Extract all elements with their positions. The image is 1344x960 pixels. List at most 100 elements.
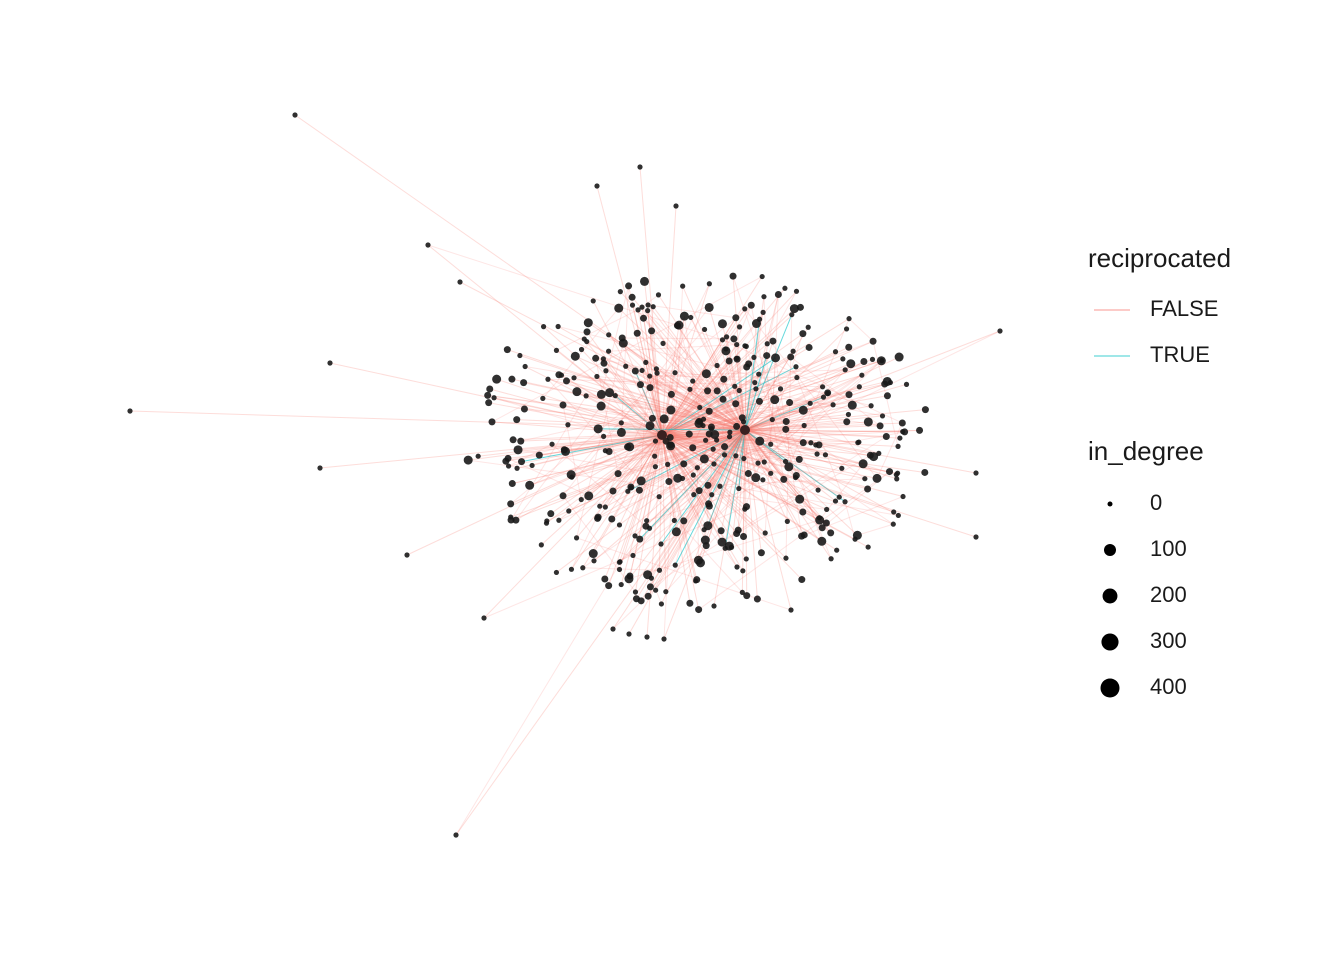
node — [898, 419, 906, 427]
edge — [605, 370, 746, 431]
edge — [669, 316, 685, 438]
edge — [468, 459, 827, 510]
node — [704, 302, 714, 312]
node — [736, 485, 742, 492]
node — [671, 517, 677, 524]
edge — [650, 436, 887, 588]
edge — [744, 429, 858, 536]
edge — [649, 374, 863, 529]
node — [827, 529, 835, 537]
node — [744, 470, 752, 478]
edge — [564, 429, 920, 451]
edge — [630, 434, 663, 488]
edge — [523, 382, 746, 431]
node — [636, 535, 644, 543]
edge — [661, 358, 738, 436]
legend-label: 0 — [1150, 490, 1162, 515]
node — [695, 606, 703, 614]
node — [568, 566, 575, 572]
node — [714, 362, 720, 369]
edge — [558, 434, 663, 521]
node — [794, 374, 800, 381]
node — [822, 519, 830, 527]
edge — [529, 440, 667, 486]
node — [832, 498, 839, 504]
edge — [744, 429, 785, 480]
edge — [712, 429, 746, 450]
node — [404, 552, 410, 558]
node — [894, 470, 901, 476]
edge — [661, 434, 736, 457]
node — [650, 304, 656, 310]
node — [600, 359, 608, 367]
node — [847, 400, 857, 410]
node — [488, 418, 496, 426]
node — [690, 378, 696, 384]
edge — [744, 429, 887, 438]
edge — [744, 429, 903, 433]
node — [830, 402, 836, 408]
node — [739, 589, 745, 595]
edge — [663, 286, 684, 640]
node — [717, 527, 725, 535]
node — [840, 356, 846, 362]
edge — [641, 431, 905, 482]
node — [782, 285, 788, 291]
node — [788, 607, 794, 613]
edge — [744, 350, 794, 431]
edge — [661, 421, 869, 436]
node — [869, 356, 876, 362]
edge — [546, 434, 663, 524]
node — [732, 400, 740, 408]
node — [602, 504, 608, 510]
node — [780, 475, 788, 483]
edge — [744, 394, 850, 431]
edge — [294, 114, 746, 431]
node — [612, 393, 618, 399]
edge — [663, 429, 746, 640]
node — [836, 494, 842, 500]
node — [617, 559, 623, 565]
node — [606, 332, 612, 338]
edge — [510, 434, 663, 505]
node — [859, 372, 865, 378]
node — [755, 397, 763, 405]
node — [559, 492, 567, 500]
edge — [658, 429, 746, 498]
edge — [639, 429, 746, 491]
node — [711, 603, 717, 609]
edge — [744, 429, 765, 463]
node — [774, 291, 782, 299]
edge — [744, 330, 1001, 431]
node — [846, 316, 852, 322]
node — [710, 446, 716, 452]
node — [865, 544, 871, 550]
edge — [744, 429, 762, 553]
edge — [658, 330, 1001, 498]
node — [127, 408, 133, 414]
edge — [515, 434, 663, 521]
node — [556, 517, 562, 523]
edge — [708, 358, 738, 504]
edge — [744, 404, 853, 431]
edge — [520, 360, 882, 442]
edge — [692, 382, 891, 449]
node — [593, 424, 603, 434]
node — [517, 437, 525, 445]
node — [693, 555, 703, 565]
edge — [744, 382, 756, 431]
node — [616, 427, 626, 437]
edge — [632, 429, 746, 556]
node — [784, 518, 790, 525]
node — [671, 527, 681, 537]
edge — [744, 405, 872, 431]
node — [733, 453, 739, 459]
edge — [562, 307, 710, 497]
node — [628, 485, 634, 491]
edge — [788, 318, 850, 467]
node — [725, 357, 733, 365]
edge — [592, 434, 663, 554]
edge — [750, 305, 785, 480]
node — [845, 391, 853, 399]
node — [717, 319, 727, 329]
